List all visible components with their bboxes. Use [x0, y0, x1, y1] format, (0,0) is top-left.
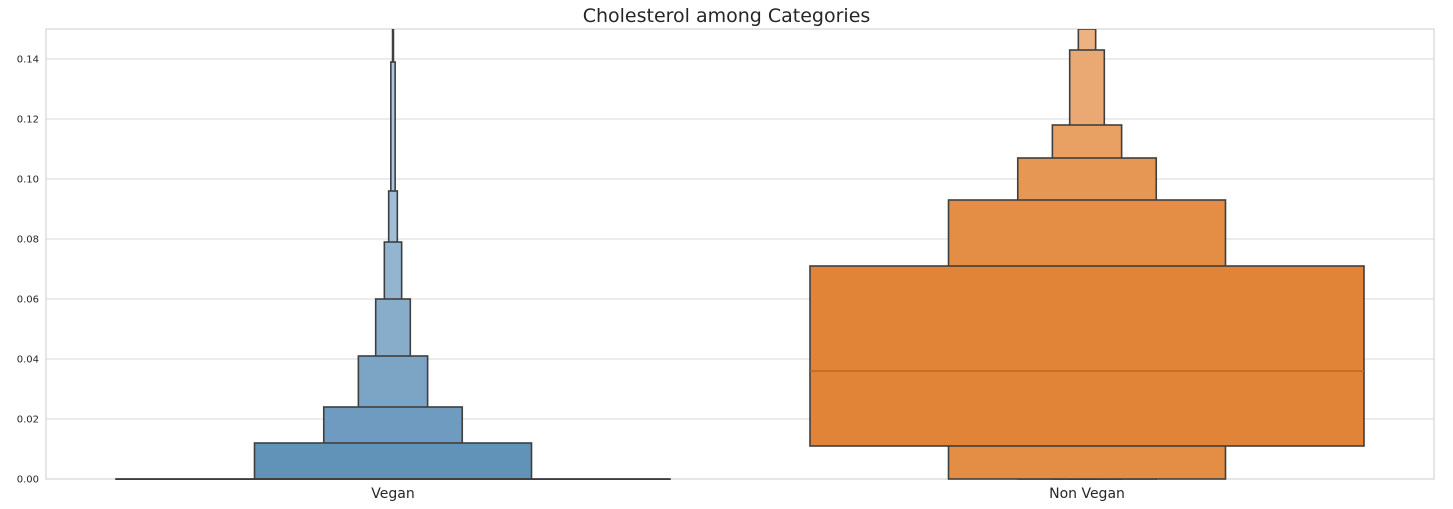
y-tick-label: 0.04	[17, 355, 39, 366]
plot-frame	[45, 28, 1435, 480]
letter-value-box	[809, 265, 1365, 447]
y-tick-label: 0.10	[17, 175, 39, 186]
y-tick-label: 0.14	[17, 55, 39, 66]
y-tick-label: 0.08	[17, 235, 39, 246]
y-tick-label: 0.06	[17, 295, 39, 306]
letter-value-box	[253, 442, 533, 480]
y-tick-label: 0.12	[17, 115, 39, 126]
label-layer: 0.00 0.02 0.04 0.06 0.08 0.10 0.12 0.14 Vegan Non…	[17, 55, 1125, 503]
chart-title: Cholesterol among Categories	[582, 5, 871, 27]
y-tick-label: 0.00	[17, 475, 39, 486]
y-tick-label: 0.02	[17, 415, 39, 426]
x-tick-label: Non Vegan	[1049, 486, 1125, 502]
box-layer	[115, 29, 1365, 480]
x-tick-label: Vegan	[371, 486, 414, 502]
boxen-marks	[115, 29, 1365, 480]
